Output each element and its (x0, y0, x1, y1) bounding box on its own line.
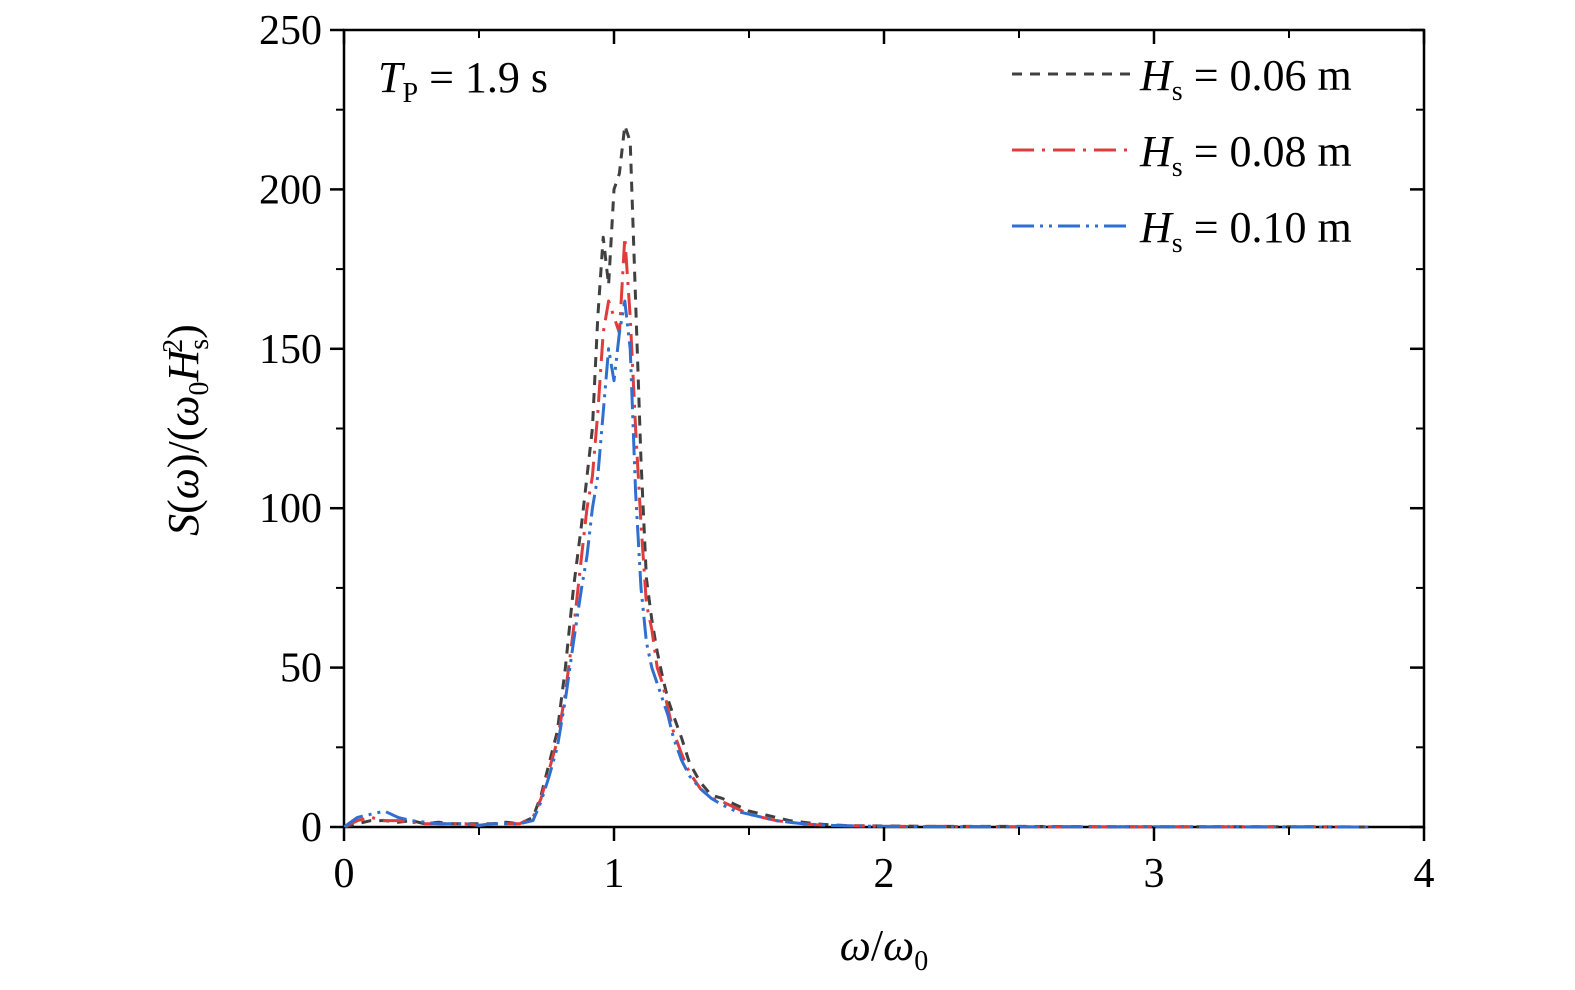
legend-label-1: Hs = 0.08 m (1139, 127, 1352, 183)
series-line-1 (343, 235, 1371, 829)
x-tick-label-2: 2 (874, 851, 895, 897)
y-axis-j: ) (159, 324, 208, 339)
y-axis-f: 0 (184, 382, 215, 396)
legend-label-2-rest: = 0.10 m (1183, 203, 1352, 252)
legend-label-1-var: H (1139, 127, 1174, 176)
y-axis-c: ω (159, 468, 208, 499)
x-axis-var2: ω (883, 921, 914, 970)
tp-annotation-rest: = 1.9 s (418, 53, 548, 102)
y-axis-i: 2 (158, 339, 189, 353)
tp-annotation-sub: P (402, 78, 418, 109)
y-axis-e: ω (159, 396, 208, 427)
y-axis-a: S (159, 514, 208, 536)
y-tick-label-2: 100 (259, 486, 322, 532)
tp-annotation: TP = 1.9 s (378, 53, 548, 109)
legend-label-1-sub: s (1172, 152, 1183, 183)
legend: Hs = 0.06 m Hs = 0.08 m Hs = 0.10 m (1012, 51, 1352, 259)
x-axis-sub2: 0 (914, 946, 928, 977)
y-tick-label-5: 250 (259, 8, 322, 54)
y-axis-d: )/( (159, 427, 208, 469)
legend-label-0-rest: = 0.06 m (1183, 51, 1352, 100)
y-tick-label-3: 150 (259, 327, 322, 373)
series-line-2 (343, 299, 1370, 829)
legend-label-0-var: H (1139, 51, 1174, 100)
y-axis-h: s (184, 339, 215, 350)
x-axis-var: ω (840, 921, 871, 970)
legend-label-0: Hs = 0.06 m (1139, 51, 1352, 107)
x-axis-title: ω/ω0 (840, 921, 928, 977)
legend-label-2-var: H (1139, 203, 1174, 252)
y-axis-g: H (159, 348, 208, 383)
y-axis-b: ( (159, 499, 208, 514)
tp-annotation-var: T (378, 53, 406, 102)
legend-label-1-rest: = 0.08 m (1183, 127, 1352, 176)
x-tick-label-3: 3 (1144, 851, 1165, 897)
x-tick-label-4: 4 (1414, 851, 1435, 897)
legend-label-0-sub: s (1172, 76, 1183, 107)
x-axis-slash: / (871, 921, 884, 970)
y-tick-label-1: 50 (280, 646, 322, 692)
ticks-layer: 0 1 2 3 4 0 50 100 150 200 250 (259, 8, 1435, 897)
legend-label-2-sub: s (1172, 228, 1183, 259)
y-tick-label-0: 0 (301, 805, 322, 851)
legend-label-2: Hs = 0.10 m (1139, 203, 1352, 259)
series-layer (343, 124, 1371, 829)
x-tick-label-0: 0 (334, 851, 355, 897)
y-tick-label-4: 200 (259, 167, 322, 213)
x-tick-label-1: 1 (604, 851, 625, 897)
y-axis-title: S(ω)/(ω0Hs2) (158, 324, 215, 536)
